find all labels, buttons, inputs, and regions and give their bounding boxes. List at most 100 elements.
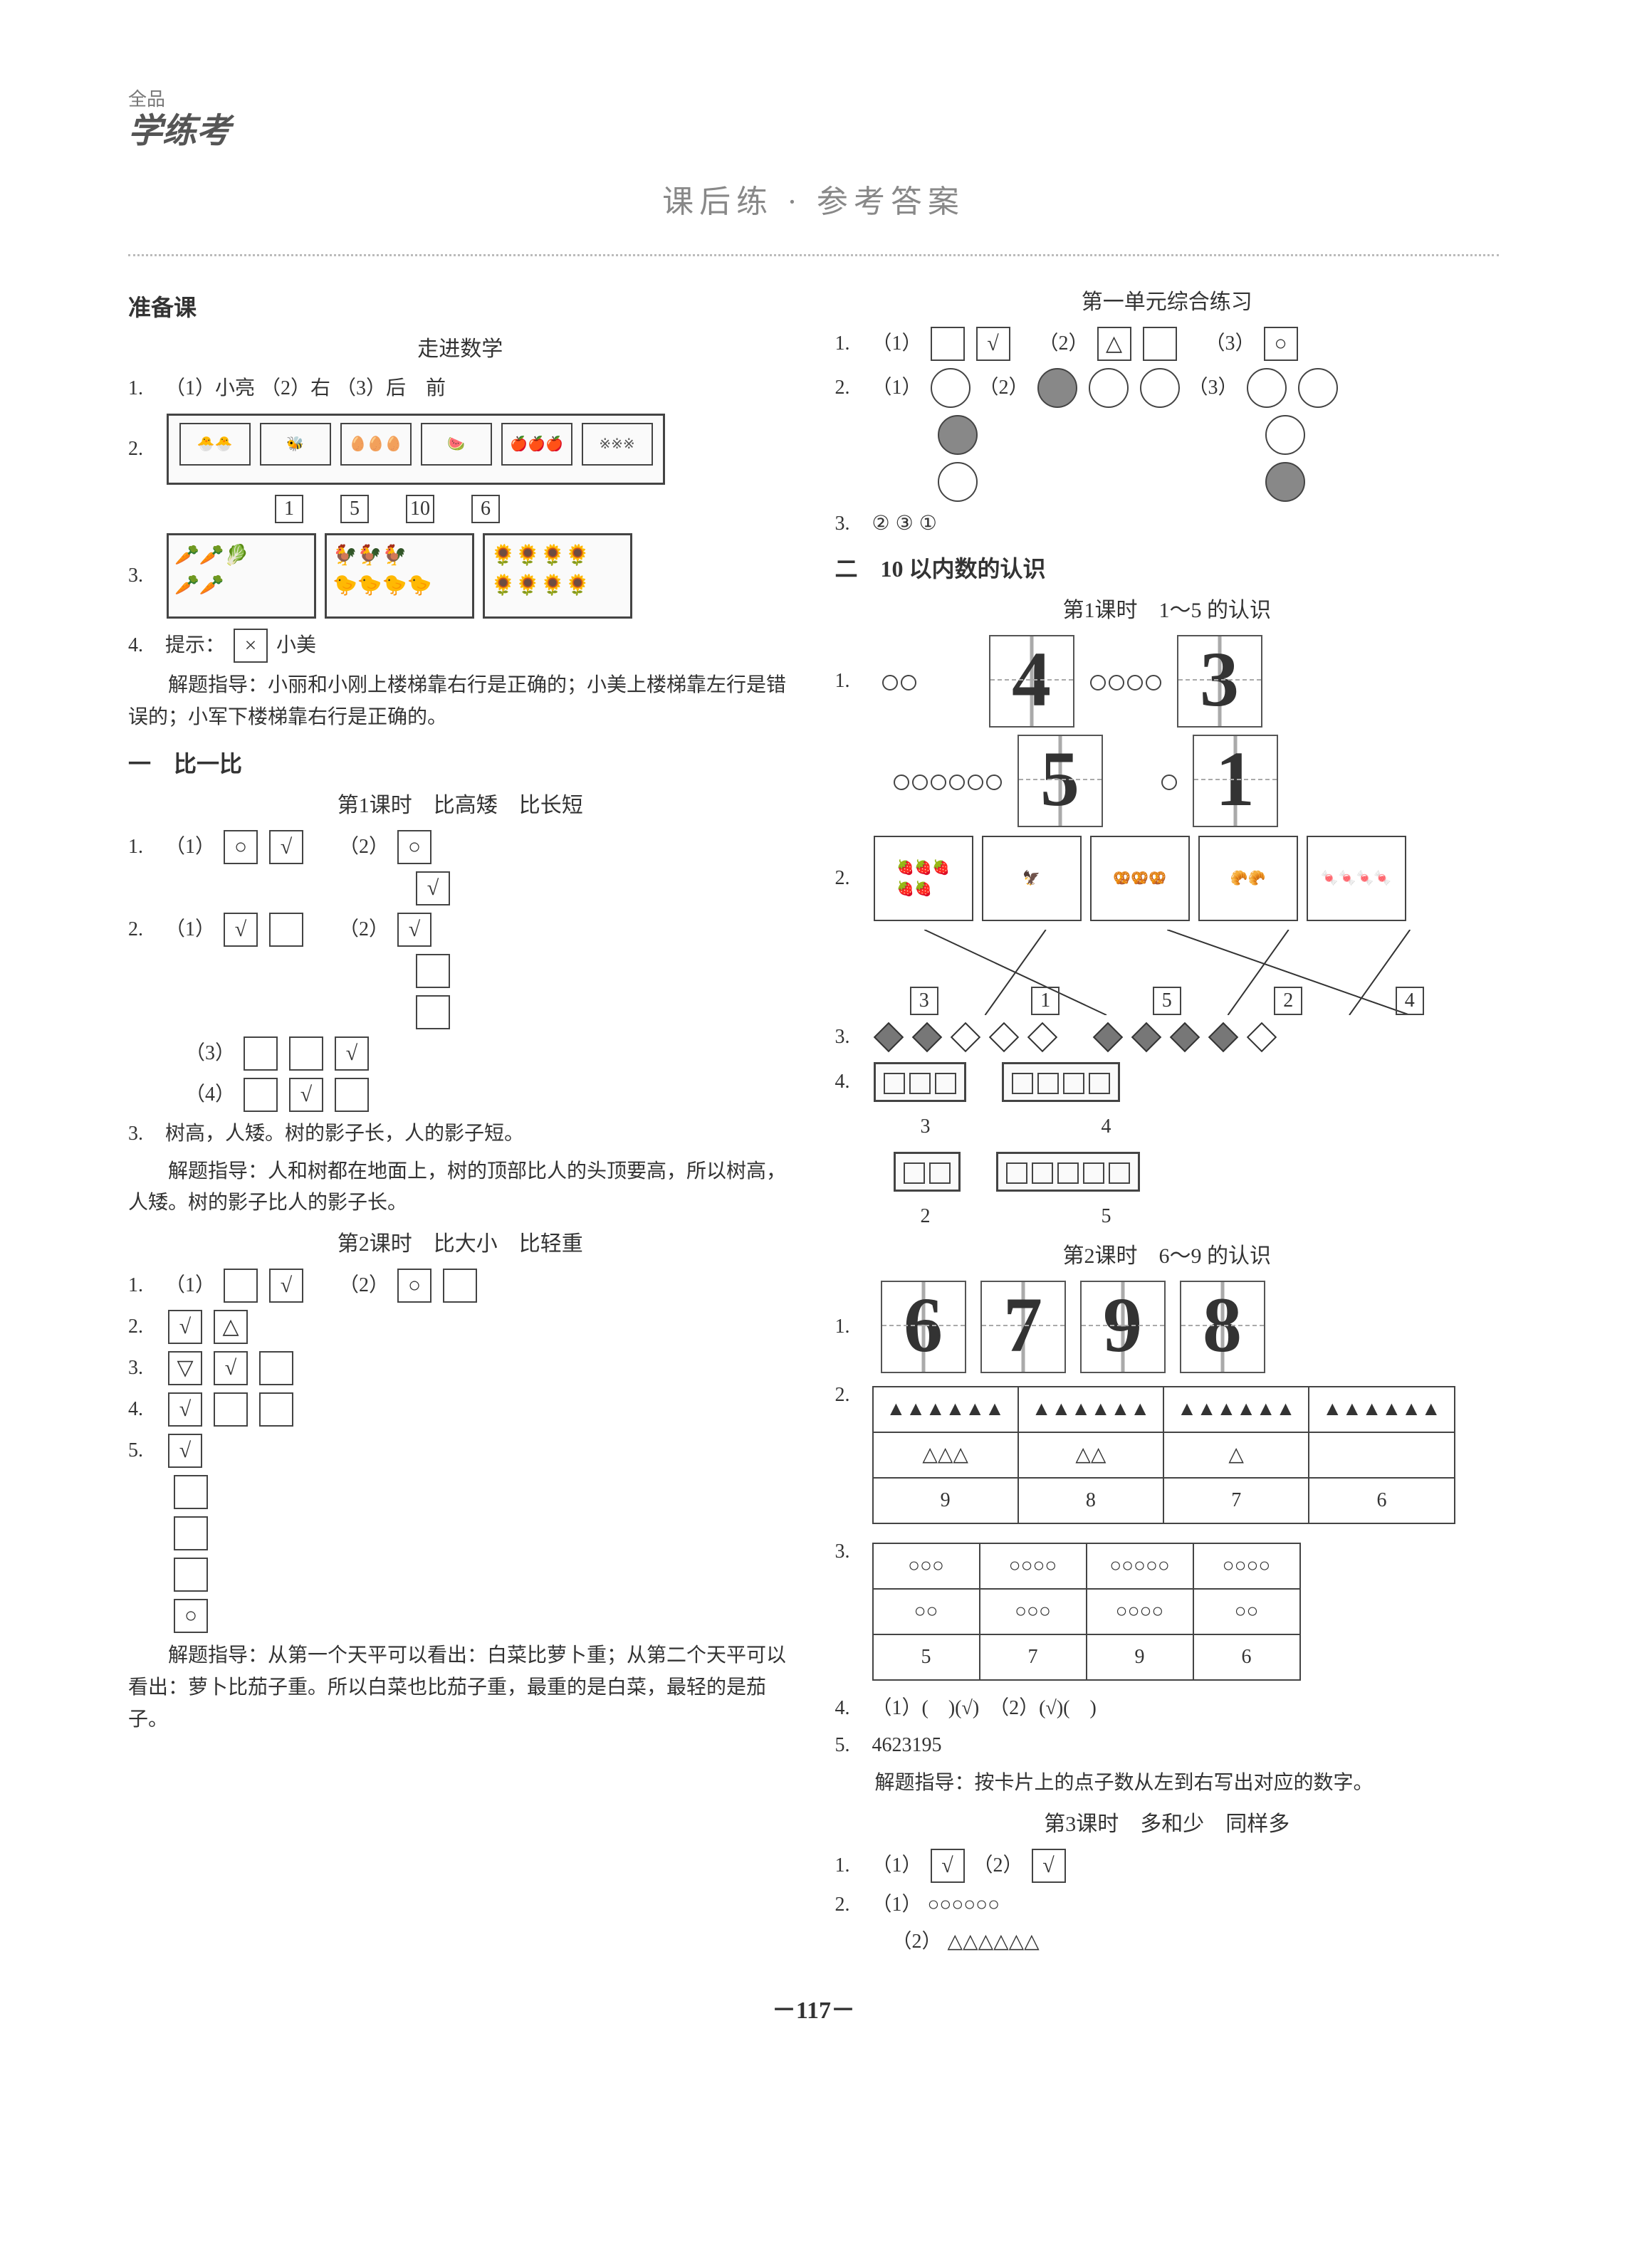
q-num: 2. [128,915,159,945]
u2l1-q1-row2: 5 1 [892,735,1500,827]
unit2-l3-sub: 第3课时 多和少 同样多 [835,1808,1500,1840]
unit2-l2-sub: 第2课时 6～9 的认识 [835,1240,1500,1272]
val: 5 [1102,1202,1111,1232]
circle-icon [949,775,965,790]
explain-label: 解题指导： [168,1644,268,1666]
answer-box: √ [269,1269,303,1303]
circle-icon [986,775,1002,790]
logo-block: 全品 学练考 [128,85,1499,157]
paren: （2） [892,1927,942,1957]
u1l1-q1: 1. （1） ○ √ （2） ○ [128,830,792,864]
pic-pane: 🍬🍬🍬🍬 [1307,836,1406,921]
triangle-table: ▲▲▲▲▲▲▲▲▲▲▲▲▲▲▲▲▲▲▲▲▲▲▲▲ △△△△△ △ 9 8 7 6 [872,1386,1455,1524]
pic-pane: 🦅 [982,836,1082,921]
u2l1-q4: 4. [835,1059,1500,1105]
q1-part: （2）右 [261,374,330,404]
answer-box [1143,327,1177,361]
q3-text: 树高，人矮。树的影子长，人的影子短。 [165,1119,524,1149]
table-cell: 6 [1193,1634,1300,1680]
u2l1-q1-row1: 1. 4 3 [835,635,1500,728]
q-num: 2. [835,1890,867,1920]
q3-pane: 🌻🌻🌻🌻🌻🌻🌻🌻 [483,533,632,619]
answer-box: ▽ [168,1351,202,1385]
circle-icon [1127,675,1143,691]
explain-label: 解题指导： [168,674,268,696]
q-num: 1. [128,832,159,862]
table-cell: ○○○○○ [1087,1543,1193,1589]
answer-box [259,1392,293,1427]
u1p-q2: 2. （1） （2） （3） [835,368,1500,408]
table-cell: ○○○○ [1087,1589,1193,1634]
q-num: 3. [128,1119,159,1149]
table-cell: 6 [1309,1478,1454,1523]
big-digit: 9 [1080,1281,1166,1373]
u2l2-q5-explain: 解题指导：按卡片上的点子数从左到右写出对应的数字。 [835,1768,1500,1800]
diamond-filled-icon [911,1022,941,1052]
prep-q2: 2. 🐣🐣 🐝 🥚🥚🥚 🍉 🍎🍎🍎 ※※※ [128,411,792,488]
u1l2-q4: 4. √ [128,1392,792,1427]
table-cell: 7 [980,1634,1087,1680]
circle-icon [1161,775,1177,790]
u1l2-q2: 2. √ △ [128,1310,792,1344]
table-cell: △ [1163,1432,1309,1478]
unit1-lesson2-sub: 第2课时 比大小 比轻重 [128,1228,792,1260]
answer-box: ○ [397,830,431,864]
answer-box [224,1269,258,1303]
big-digit: 8 [1180,1281,1265,1373]
paren: （4） [185,1080,235,1110]
paren: （2） [1039,329,1089,359]
u1l1-q2: 2. （1） √ （2） √ [128,913,792,947]
u2l3-q1: 1. （1） √ （2） √ [835,1849,1500,1883]
answer-box [214,1392,248,1427]
diamond-icon [1027,1022,1057,1052]
answer-box: √ [168,1434,202,1468]
q-num: 4. [128,1395,159,1424]
prep-sub: 走进数学 [128,333,792,365]
q-num: 2. [835,373,867,403]
page-title: 课后练 · 参考答案 [128,179,1499,226]
pic-box: 🥚🥚🥚 [340,423,412,466]
paren: （2） [339,832,389,862]
num-box: 5 [340,495,369,523]
q-num: 1. [835,1312,867,1342]
u2l2-q3: 3. ○○○○○○○○○○○○○○○○ ○○○○○○○○○○○ 5 7 9 6 [835,1537,1500,1686]
u1l2-q1: 1. （1） √ （2） ○ [128,1269,792,1303]
q-num: 1. [835,329,867,359]
answer-box [335,1078,369,1112]
table-cell: ▲▲▲▲▲▲ [1163,1387,1309,1432]
prep-header: 准备课 [128,290,792,325]
q-num: 2. [835,1380,867,1410]
answer-box [244,1078,278,1112]
u1p-q2-row2 [935,415,1500,455]
q-num: 4. [128,631,159,661]
u1l1-q2-p4: （4） √ [185,1078,792,1112]
big-digit: 4 [989,635,1074,728]
u2l2-q2: 2. ▲▲▲▲▲▲▲▲▲▲▲▲▲▲▲▲▲▲▲▲▲▲▲▲ △△△△△ △ 9 8 … [835,1380,1500,1530]
u2l3-q2-b: （2） △△△△△△ [892,1927,1500,1957]
num-box: 1 [275,495,303,523]
answer-box [931,327,965,361]
answer-box: √ [269,830,303,864]
answer-box: √ [335,1036,369,1071]
paren: （1） [165,915,215,945]
circle-icon [894,775,909,790]
table-cell: ○○○○ [1193,1543,1300,1589]
q-num: 3. [835,1537,867,1567]
logo-small-text: 全品 [128,85,1499,113]
pic-box: 🐝 [260,423,331,466]
u2l2-q1: 1. 6 7 9 8 [835,1281,1500,1373]
table-cell [1309,1432,1454,1478]
answer-box: ○ [174,1599,208,1633]
diamond-icon [950,1022,980,1052]
prep-q4: 4. 提示： × 小美 [128,629,792,663]
paren: （1） [872,1851,922,1881]
circle-group [1089,666,1163,696]
q5-answer: 4623195 [872,1731,942,1760]
circle-group [892,766,1003,796]
unit1-lesson1-sub: 第1课时 比高矮 比长短 [128,789,792,821]
page-number: －117－ [128,1993,1499,2029]
table-cell: 7 [1163,1478,1309,1523]
u2l2-q5: 5. 4623195 [835,1731,1500,1760]
answer-box [416,954,450,988]
paren: （1） [872,373,922,403]
